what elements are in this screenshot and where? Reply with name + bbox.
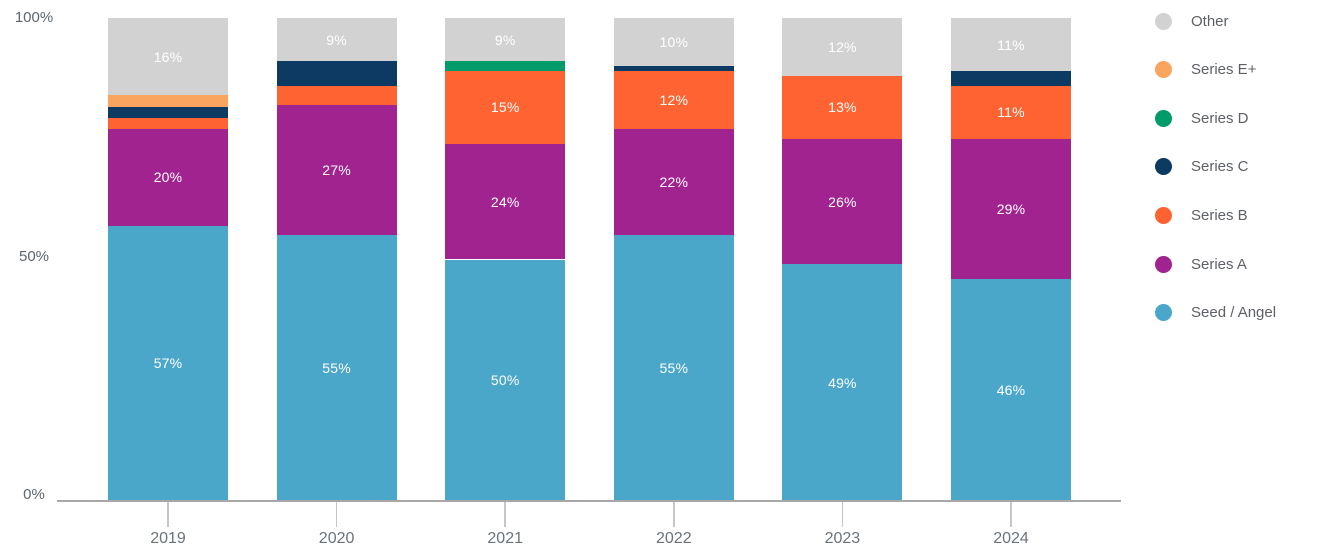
data-label-seed-angel-2024: 46%	[996, 381, 1026, 398]
segment-other-2024[interactable]: 11%	[951, 18, 1071, 72]
x-axis-tick-2021	[504, 502, 506, 527]
legend-label-series-e: Series E+	[1191, 61, 1257, 79]
y-axis-label-0: 0%	[23, 486, 45, 503]
data-label-other-2019: 16%	[153, 48, 183, 65]
plot-area: 57% 20% 16% 2019 55% 27% 9% 2020 50% 24% 15% 9% 2021…	[57, 18, 1121, 547]
segment-seed-angel-2024[interactable]: 46%	[951, 278, 1071, 501]
segment-series-a-2019[interactable]: 20%	[108, 129, 228, 226]
segment-other-2023[interactable]: 12%	[782, 18, 903, 76]
bar-2023: 49% 26% 13% 12%	[782, 18, 903, 501]
segment-series-c-2022[interactable]	[613, 66, 734, 72]
segment-seed-angel-2023[interactable]: 49%	[782, 264, 903, 501]
x-axis-tick-2019	[167, 502, 169, 527]
bar-2021: 50% 24% 15% 9%	[445, 18, 566, 501]
x-axis-label-2023: 2023	[824, 530, 861, 547]
legend-item-series-a[interactable]: Series A	[1155, 254, 1247, 274]
data-label-series-a-2020: 27%	[322, 162, 351, 179]
data-label-other-2023: 12%	[828, 38, 857, 55]
x-axis-tick-2022	[673, 502, 675, 527]
data-label-other-2020: 9%	[326, 31, 347, 48]
segment-series-b-2021[interactable]: 15%	[445, 71, 566, 144]
legend-item-series-d[interactable]: Series D	[1155, 108, 1249, 128]
x-axis-label-2024: 2024	[993, 530, 1029, 547]
segment-series-a-2023[interactable]: 26%	[782, 138, 903, 265]
legend-swatch-series-c	[1155, 158, 1172, 176]
x-axis-baseline	[57, 500, 1121, 502]
legend-item-series-e[interactable]: Series E+	[1155, 60, 1256, 80]
x-axis-tick-2020	[335, 502, 338, 527]
data-label-seed-angel-2020: 55%	[322, 360, 351, 377]
data-label-seed-angel-2021: 50%	[490, 372, 520, 389]
segment-series-b-2024[interactable]: 11%	[951, 85, 1071, 139]
segment-series-c-2019[interactable]	[108, 106, 228, 118]
segment-series-c-2024[interactable]	[951, 71, 1071, 86]
segment-series-a-2021[interactable]: 24%	[445, 143, 566, 260]
data-label-series-a-2023: 26%	[828, 193, 857, 210]
data-label-other-2021: 9%	[494, 31, 516, 48]
x-axis-tick-2023	[841, 502, 844, 527]
data-label-other-2022: 10%	[659, 34, 689, 51]
bar-2020: 55% 27% 9%	[276, 18, 397, 501]
segment-series-a-2020[interactable]: 27%	[276, 104, 397, 236]
segment-series-b-2020[interactable]	[276, 85, 397, 105]
bar-2022: 55% 22% 12% 10%	[613, 18, 734, 501]
segment-series-a-2024[interactable]: 29%	[951, 138, 1071, 279]
data-label-series-b-2024: 11%	[997, 104, 1025, 121]
segment-other-2020[interactable]: 9%	[276, 18, 397, 62]
bar-2024: 46% 29% 11% 11%	[951, 18, 1071, 501]
data-label-seed-angel-2022: 55%	[659, 360, 689, 377]
legend-label-series-c: Series C	[1191, 158, 1249, 176]
data-label-series-b-2021: 15%	[490, 99, 520, 116]
segment-other-2019[interactable]: 16%	[108, 18, 228, 96]
legend-swatch-other	[1155, 12, 1172, 30]
segment-seed-angel-2021[interactable]: 50%	[445, 259, 566, 501]
data-label-series-a-2021: 24%	[490, 193, 520, 210]
x-axis-tick-2024	[1010, 502, 1012, 527]
bar-2019: 57% 20% 16%	[108, 18, 228, 501]
segment-series-b-2022[interactable]: 12%	[613, 71, 734, 130]
y-axis-label-100: 100%	[14, 9, 54, 26]
legend-label-series-b: Series B	[1191, 206, 1248, 224]
legend-item-other[interactable]: Other	[1155, 11, 1229, 31]
legend: Other Series E+ Series D Series C Series B Se…	[1155, 0, 1325, 340]
segment-other-2022[interactable]: 10%	[613, 18, 734, 67]
segment-seed-angel-2020[interactable]: 55%	[276, 235, 397, 501]
data-label-seed-angel-2023: 49%	[828, 374, 857, 391]
segment-series-d-2021[interactable]	[445, 61, 566, 72]
legend-swatch-series-a	[1155, 255, 1172, 273]
legend-swatch-series-e	[1155, 61, 1172, 79]
legend-label-series-a: Series A	[1191, 255, 1247, 273]
legend-swatch-series-d	[1155, 109, 1172, 127]
data-label-series-a-2022: 22%	[659, 174, 689, 191]
legend-item-series-b[interactable]: Series B	[1155, 205, 1248, 225]
data-label-series-b-2022: 12%	[659, 92, 689, 109]
data-label-series-a-2019: 20%	[153, 169, 183, 186]
data-label-seed-angel-2019: 57%	[153, 355, 183, 372]
legend-swatch-series-b	[1155, 206, 1172, 224]
data-label-series-a-2024: 29%	[996, 200, 1026, 217]
segment-seed-angel-2019[interactable]: 57%	[108, 225, 228, 501]
segment-series-e-2019[interactable]	[108, 95, 228, 107]
segment-other-2021[interactable]: 9%	[445, 18, 566, 62]
legend-swatch-seed-angel	[1155, 304, 1172, 322]
x-axis-label-2019: 2019	[150, 530, 186, 547]
legend-item-series-c[interactable]: Series C	[1155, 157, 1249, 177]
x-axis-label-2021: 2021	[487, 530, 523, 547]
segment-series-c-2020[interactable]	[276, 61, 397, 86]
segment-seed-angel-2022[interactable]: 55%	[613, 235, 734, 501]
legend-label-series-d: Series D	[1191, 109, 1249, 127]
y-axis-label-50: 50%	[18, 248, 50, 265]
x-axis-label-2020: 2020	[318, 530, 355, 547]
x-axis-label-2022: 2022	[656, 530, 692, 547]
segment-series-b-2023[interactable]: 13%	[782, 75, 903, 139]
legend-label-other: Other	[1191, 12, 1229, 30]
data-label-other-2024: 11%	[997, 36, 1025, 53]
data-label-series-b-2023: 13%	[828, 99, 857, 116]
legend-item-seed-angel[interactable]: Seed / Angel	[1155, 303, 1276, 323]
segment-series-b-2019[interactable]	[108, 117, 228, 130]
legend-label-seed-angel: Seed / Angel	[1191, 304, 1277, 322]
segment-series-a-2022[interactable]: 22%	[613, 129, 734, 236]
